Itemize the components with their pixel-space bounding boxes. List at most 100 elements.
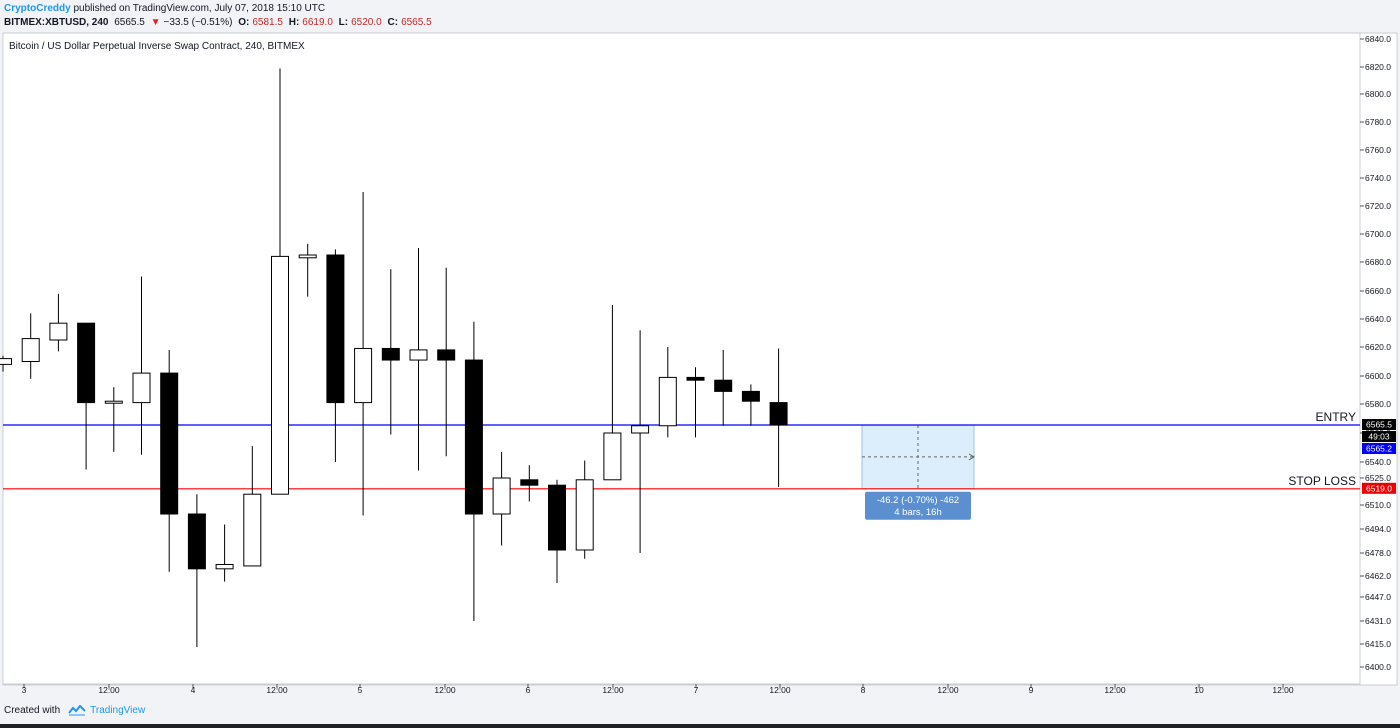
y-tick-label: 6431.0 [1365, 616, 1391, 626]
tradingview-logo-icon[interactable] [68, 705, 86, 716]
candle-body [548, 484, 566, 551]
candle-body [298, 254, 317, 259]
created-with-text: Created with [4, 705, 61, 716]
x-tick-label: 12:00 [1272, 685, 1294, 695]
y-tick-label: 6478.0 [1365, 548, 1391, 558]
candle-body [492, 477, 511, 515]
candle [658, 347, 677, 438]
candle-body [575, 479, 594, 551]
y-tick-label: 6740.0 [1365, 173, 1391, 183]
y-tick-label: 6720.0 [1365, 201, 1391, 211]
y-tick-label: 6462.0 [1365, 571, 1391, 581]
high-value: 6619.0 [302, 17, 333, 28]
open-value: 6581.5 [252, 17, 283, 28]
measure-label-1: -46.2 (-0.70%) -462 [877, 495, 959, 506]
candle-body [354, 347, 373, 404]
candle-body [21, 338, 40, 363]
price-label-box [1362, 431, 1396, 443]
candle-body [77, 322, 96, 404]
candle [271, 68, 289, 495]
candle [187, 494, 206, 648]
author-link[interactable]: CryptoCreddy [4, 3, 71, 14]
candle [520, 465, 539, 502]
candle-body [631, 425, 650, 434]
candle [0, 355, 12, 372]
x-tick-label: 9 [1029, 685, 1034, 695]
y-tick-label: 6540.0 [1365, 457, 1391, 467]
price-label: 6565.2 [1366, 444, 1392, 454]
last-price: 6565.5 [114, 17, 145, 28]
y-tick-label: 6800.0 [1365, 89, 1391, 99]
symbol-label: BITMEX:XBTUSD, 240 [4, 17, 109, 28]
y-tick-label: 6820.0 [1365, 62, 1391, 72]
low-value: 6520.0 [351, 17, 382, 28]
candle-body [714, 379, 733, 392]
candle-body [437, 349, 456, 361]
y-tick-label: 6494.0 [1365, 524, 1391, 534]
candle-body [132, 372, 151, 404]
candle-body [686, 376, 705, 381]
candle [409, 248, 428, 471]
y-tick-label: 6580.0 [1365, 399, 1391, 409]
candle-body [326, 254, 345, 404]
tradingview-link[interactable]: TradingView [90, 705, 146, 716]
y-tick-label: 6640.0 [1365, 314, 1391, 324]
price-label: 49:03 [1368, 432, 1390, 442]
x-tick-label: 8 [861, 685, 866, 695]
measure-arrow-icon [968, 453, 975, 461]
candle [354, 192, 373, 516]
candle [381, 269, 400, 435]
candle [21, 313, 40, 379]
candle [104, 387, 123, 452]
y-tick-label: 6415.0 [1365, 639, 1391, 649]
y-tick-label: 6680.0 [1365, 257, 1391, 267]
plot-area [2, 32, 1361, 686]
candle [686, 367, 705, 438]
x-tick-label: 7 [694, 685, 699, 695]
footer: Created with TradingView [4, 705, 145, 716]
close-label: C: [387, 17, 399, 28]
measure-label-2: 4 bars, 16h [894, 507, 942, 518]
candle [298, 243, 317, 297]
candle-body [409, 349, 428, 361]
candle-body [520, 479, 539, 486]
candle [49, 293, 68, 352]
x-tick-label: 12:00 [937, 685, 959, 695]
x-tick-label: 12:00 [266, 685, 288, 695]
open-label: O: [238, 17, 250, 28]
y-tick-label: 6620.0 [1365, 342, 1391, 352]
candle-body [464, 359, 483, 515]
change-value: −33.5 (−0.51%) [163, 17, 233, 28]
candle [631, 330, 650, 553]
candle [741, 384, 760, 426]
candle-body [104, 400, 123, 404]
price-axis [1359, 32, 1398, 686]
y-tick-label: 6510.0 [1365, 500, 1391, 510]
bottom-strip [0, 724, 1400, 728]
y-tick-label: 6447.0 [1365, 592, 1391, 602]
high-label: H: [288, 17, 300, 28]
candle-body [160, 372, 179, 515]
x-tick-label: 6 [526, 685, 531, 695]
y-tick-label: 6400.0 [1365, 662, 1391, 672]
x-tick-label: 10 [1194, 685, 1204, 695]
x-tick-label: 3 [22, 685, 27, 695]
price-chart[interactable]: Bitcoin / US Dollar Perpetual Inverse Sw… [0, 30, 1400, 702]
candle-body [658, 376, 677, 427]
x-tick-label: 12:00 [434, 685, 456, 695]
candle [215, 524, 234, 582]
close-value: 6565.5 [401, 17, 432, 28]
candle [132, 276, 151, 455]
x-tick-label: 12:00 [98, 685, 120, 695]
chart-title: Bitcoin / US Dollar Perpetual Inverse Sw… [9, 41, 305, 52]
candle-body [215, 564, 234, 570]
candle-body [0, 358, 12, 365]
price-label-box [1362, 482, 1396, 494]
y-tick-label: 6760.0 [1365, 145, 1391, 155]
candle [492, 451, 511, 546]
y-tick-label: 6780.0 [1365, 117, 1391, 127]
x-tick-label: 12:00 [602, 685, 624, 695]
candle-body [187, 513, 206, 570]
x-tick-label: 5 [358, 685, 363, 695]
change-down-icon: ▼ [150, 17, 161, 28]
